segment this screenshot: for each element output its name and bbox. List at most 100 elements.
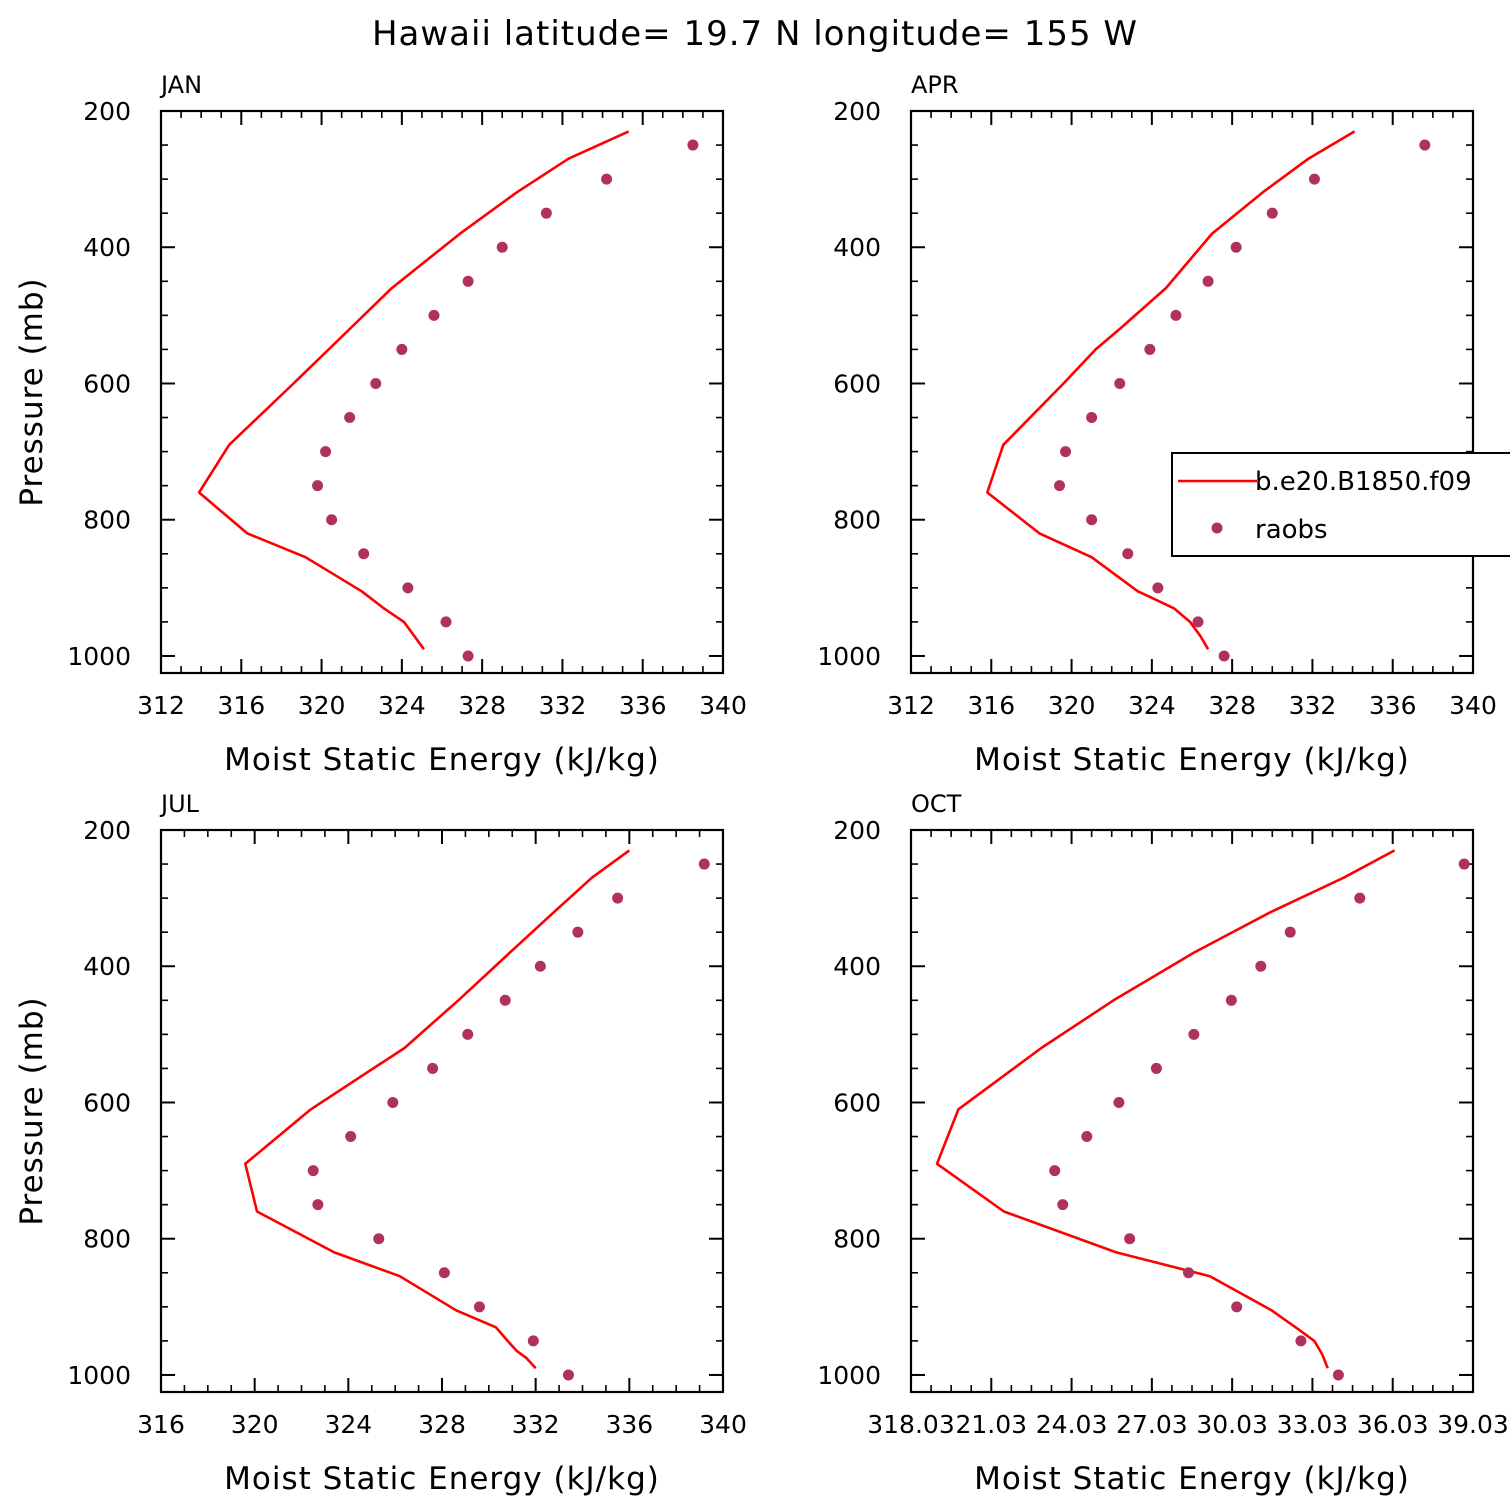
raobs-point <box>1113 1096 1125 1108</box>
raobs-point <box>370 377 382 389</box>
series-line-model <box>985 130 1356 650</box>
x-axis-label: Moist Static Energy (kJ/kg) <box>974 742 1410 778</box>
x-tick-label: 320 <box>1048 691 1096 720</box>
raobs-point <box>1332 1369 1344 1381</box>
raobs-point <box>1308 173 1320 185</box>
chart-panel-oct: OCT 318.03 21.03 24.03 27.03 30.03 33.03 36.03 3… <box>817 790 1508 1497</box>
raobs-point <box>462 275 474 287</box>
raobs-point <box>534 960 546 972</box>
x-tick-label: 328 <box>1208 691 1256 720</box>
plot-frame <box>909 828 1475 1394</box>
y-tick-label: 600 <box>833 1088 881 1117</box>
raobs-point <box>462 650 474 662</box>
x-axis-label: Moist Static Energy (kJ/kg) <box>224 742 660 778</box>
raobs-point <box>326 514 338 526</box>
chart-panel-jul: JUL 316 320 324 328 332 336 340 200 400 600 800 1000… <box>14 790 747 1497</box>
x-tick-label: 320 <box>298 691 346 720</box>
raobs-point <box>612 892 624 904</box>
plot-frame <box>159 828 725 1394</box>
raobs-point <box>427 1062 439 1074</box>
x-tick-label: 340 <box>1449 691 1497 720</box>
raobs-point <box>1086 514 1098 526</box>
x-tick-label: 340 <box>699 691 747 720</box>
raobs-point <box>687 139 699 151</box>
x-tick-label: 336 <box>605 1410 653 1439</box>
raobs-point <box>1054 480 1066 492</box>
y-tick-label: 400 <box>83 233 131 262</box>
x-tick-label: 36.03 <box>1357 1410 1429 1439</box>
raobs-point <box>1081 1131 1093 1143</box>
raobs-point <box>1231 1301 1243 1313</box>
raobs-point <box>345 1131 357 1143</box>
raobs-point <box>1255 960 1267 972</box>
raobs-point <box>358 548 370 560</box>
chart-panel-apr: APR 312 316 320 324 328 332 336 340 200 400 600 800 1… <box>817 71 1496 778</box>
x-axis-label: Moist Static Energy (kJ/kg) <box>224 1461 660 1497</box>
legend-label-raobs: raobs <box>1255 515 1328 545</box>
plot-frame <box>909 109 1475 675</box>
y-tick-label: 400 <box>833 233 881 262</box>
raobs-point <box>1150 1062 1162 1074</box>
y-tick-label: 1000 <box>67 642 131 671</box>
x-tick-label: 336 <box>1369 691 1417 720</box>
y-tick-label: 200 <box>83 816 131 845</box>
panel-label: JUL <box>159 790 200 818</box>
raobs-point <box>1266 207 1278 219</box>
x-tick-label: 324 <box>378 691 426 720</box>
series-line-model <box>935 849 1396 1369</box>
raobs-point <box>344 412 356 424</box>
raobs-point <box>1057 1199 1069 1211</box>
y-tick-label: 600 <box>833 369 881 398</box>
raobs-point <box>1122 548 1134 560</box>
y-tick-label: 600 <box>83 369 131 398</box>
raobs-point <box>698 858 710 870</box>
x-tick-label: 21.03 <box>955 1410 1027 1439</box>
x-tick-label: 340 <box>699 1410 747 1439</box>
y-tick-label: 800 <box>833 1225 881 1254</box>
x-tick-label: 320 <box>231 1410 279 1439</box>
x-tick-label: 328 <box>418 1410 466 1439</box>
legend-marker-swatch <box>1211 522 1223 534</box>
x-tick-label: 30.03 <box>1196 1410 1268 1439</box>
y-tick-label: 800 <box>83 1225 131 1254</box>
raobs-point <box>1152 582 1164 594</box>
chart-panel-jan: JAN 312 316 320 324 328 332 336 340 200 400 600 800 1… <box>14 71 747 778</box>
raobs-point <box>396 343 408 355</box>
raobs-point <box>312 1199 324 1211</box>
raobs-point <box>1202 275 1214 287</box>
x-tick-label: 33.03 <box>1277 1410 1349 1439</box>
panel-label: JAN <box>159 71 202 99</box>
x-tick-label: 39.03 <box>1437 1410 1509 1439</box>
raobs-point <box>1218 650 1230 662</box>
raobs-point <box>540 207 552 219</box>
raobs-point <box>438 1267 450 1279</box>
x-tick-label: 318.03 <box>867 1410 954 1439</box>
y-tick-label: 400 <box>833 952 881 981</box>
raobs-point <box>387 1096 399 1108</box>
raobs-point <box>499 994 511 1006</box>
x-tick-label: 27.03 <box>1116 1410 1188 1439</box>
x-tick-label: 324 <box>324 1410 372 1439</box>
y-axis-label: Pressure (mb) <box>14 277 50 506</box>
figure-title: Hawaii latitude= 19.7 N longitude= 155 W <box>372 14 1138 54</box>
raobs-point <box>373 1233 385 1245</box>
raobs-point <box>440 616 452 628</box>
series-line-model <box>244 849 631 1370</box>
raobs-point <box>462 1028 474 1040</box>
raobs-point <box>320 446 332 458</box>
x-axis-label: Moist Static Energy (kJ/kg) <box>974 1461 1410 1497</box>
raobs-point <box>428 309 440 321</box>
x-tick-label: 332 <box>512 1410 560 1439</box>
raobs-point <box>1458 858 1470 870</box>
raobs-point <box>1284 926 1296 938</box>
x-tick-label: 316 <box>967 691 1015 720</box>
raobs-point <box>1114 377 1126 389</box>
raobs-point <box>601 173 613 185</box>
y-tick-label: 600 <box>83 1088 131 1117</box>
x-tick-label: 312 <box>887 691 935 720</box>
raobs-point <box>572 926 584 938</box>
series-line-model <box>197 130 630 650</box>
panel-label: OCT <box>911 790 962 818</box>
raobs-point <box>1170 309 1182 321</box>
raobs-point <box>1230 241 1242 253</box>
